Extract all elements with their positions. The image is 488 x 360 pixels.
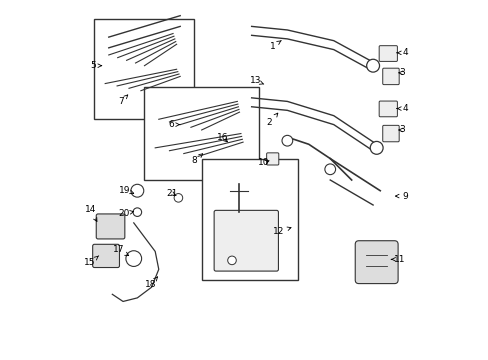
Text: 1: 1 [270,41,281,50]
Circle shape [174,194,183,202]
Text: 5: 5 [90,61,102,70]
Text: 3: 3 [398,68,405,77]
Text: 17: 17 [113,245,128,256]
Text: 11: 11 [390,255,405,264]
Text: 21: 21 [166,189,178,198]
Text: 13: 13 [249,76,263,85]
FancyBboxPatch shape [266,153,278,165]
FancyBboxPatch shape [382,125,398,142]
FancyBboxPatch shape [382,68,398,85]
FancyBboxPatch shape [378,46,397,62]
Bar [94,19,194,119]
FancyBboxPatch shape [93,244,119,267]
Text: 4: 4 [396,104,407,113]
Text: 10: 10 [258,158,269,167]
Circle shape [133,208,142,216]
FancyBboxPatch shape [214,210,278,271]
Circle shape [366,59,379,72]
Text: 3: 3 [398,126,405,135]
Text: 16: 16 [217,133,228,142]
Text: 19: 19 [119,185,133,194]
Text: 4: 4 [396,48,407,57]
Text: 15: 15 [84,256,99,267]
Text: 14: 14 [84,205,97,221]
Circle shape [282,135,292,146]
Text: 7: 7 [118,95,127,106]
Circle shape [131,184,143,197]
FancyBboxPatch shape [378,101,397,117]
Text: 12: 12 [272,227,290,236]
Circle shape [324,164,335,175]
Text: 6: 6 [168,120,180,129]
Circle shape [227,256,236,265]
FancyBboxPatch shape [354,241,397,284]
Text: 8: 8 [191,154,203,165]
Bar [201,158,298,280]
Text: 9: 9 [395,192,407,201]
Text: 18: 18 [145,277,157,289]
FancyBboxPatch shape [96,214,124,239]
Circle shape [125,251,142,266]
Bar [144,87,258,180]
Text: 2: 2 [266,113,277,127]
Circle shape [369,141,382,154]
Text: 20: 20 [118,209,133,218]
